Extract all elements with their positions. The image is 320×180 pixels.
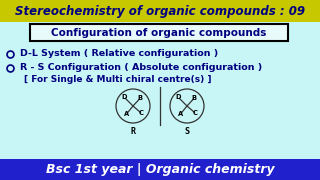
Text: [ For Single & Multi chiral centre(s) ]: [ For Single & Multi chiral centre(s) ]: [24, 75, 212, 84]
Text: C: C: [139, 110, 144, 116]
Text: R: R: [131, 127, 135, 136]
Text: A: A: [178, 111, 183, 117]
Bar: [0, 159, 320, 180]
Text: S: S: [185, 127, 189, 136]
Text: B: B: [192, 95, 197, 101]
Text: Bsc 1st year | Organic chemistry: Bsc 1st year | Organic chemistry: [46, 163, 274, 176]
Text: A: A: [124, 111, 129, 117]
Text: C: C: [193, 110, 198, 116]
Text: D: D: [122, 94, 127, 100]
Text: D-L System ( Relative configuration ): D-L System ( Relative configuration ): [20, 50, 218, 59]
Bar: [0, 0, 320, 22]
Text: R - S Configuration ( Absolute configuration ): R - S Configuration ( Absolute configura…: [20, 64, 262, 73]
FancyBboxPatch shape: [30, 24, 288, 41]
Text: B: B: [138, 95, 143, 101]
Text: Stereochemistry of organic compounds : 09: Stereochemistry of organic compounds : 0…: [15, 4, 305, 17]
Text: Configuration of organic compounds: Configuration of organic compounds: [51, 28, 267, 37]
Text: D: D: [176, 94, 181, 100]
